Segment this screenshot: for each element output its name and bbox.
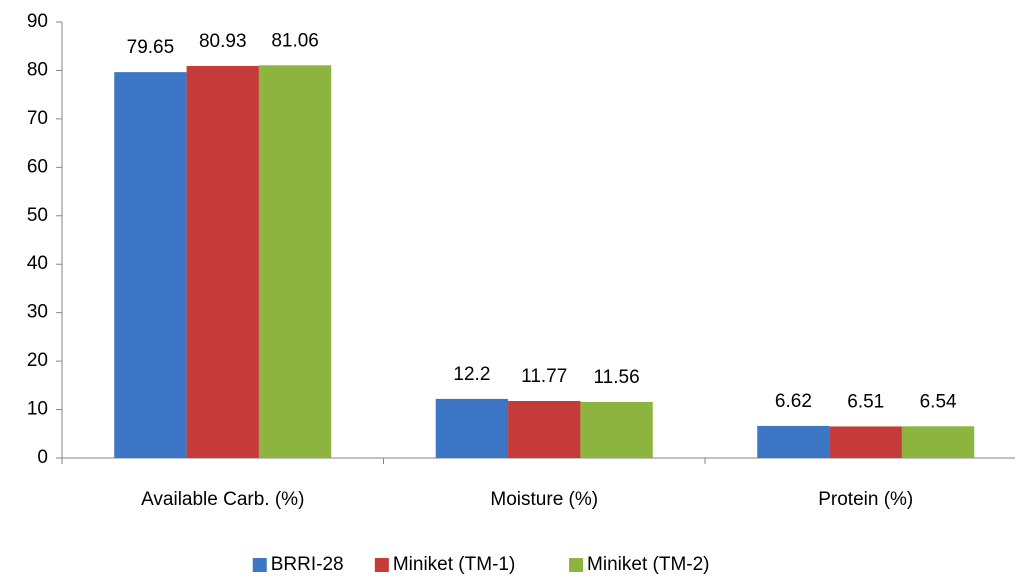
bar xyxy=(829,426,902,458)
bar xyxy=(114,72,187,458)
y-tick-label: 10 xyxy=(27,399,48,420)
value-label: 12.2 xyxy=(453,364,490,385)
bar xyxy=(901,426,975,458)
y-tick-label: 20 xyxy=(27,350,48,371)
y-tick-label: 40 xyxy=(27,253,48,274)
value-label: 81.06 xyxy=(271,30,319,51)
value-label: 6.62 xyxy=(775,391,812,412)
y-tick-label: 30 xyxy=(27,302,48,323)
legend-swatch xyxy=(374,558,389,572)
value-label: 79.65 xyxy=(127,37,175,58)
legend-swatch xyxy=(569,558,584,572)
x-tick-label: Moisture (%) xyxy=(490,489,598,510)
x-tick-label: Protein (%) xyxy=(818,489,913,510)
value-label: 6.51 xyxy=(847,391,884,412)
y-tick-label: 80 xyxy=(27,59,48,80)
value-label: 11.77 xyxy=(521,366,567,387)
legend-label: BRRI-28 xyxy=(271,554,344,575)
y-tick-label: 0 xyxy=(37,447,48,468)
value-label: 80.93 xyxy=(199,31,247,52)
bar xyxy=(258,65,332,459)
legend-label: Miniket (TM-2) xyxy=(587,554,709,575)
value-label: 6.54 xyxy=(920,391,957,412)
bar xyxy=(186,65,259,458)
legend-label: Miniket (TM-1) xyxy=(393,554,515,575)
bar xyxy=(580,401,653,458)
y-tick-label: 70 xyxy=(27,108,48,129)
x-tick-label: Available Carb. (%) xyxy=(141,489,304,510)
y-tick-label: 60 xyxy=(27,156,48,177)
bar xyxy=(508,400,581,458)
bar xyxy=(435,398,509,458)
y-tick-label: 50 xyxy=(27,205,48,226)
bar xyxy=(757,425,830,458)
value-label: 11.56 xyxy=(594,367,640,388)
legend-swatch xyxy=(252,558,267,572)
y-tick-label: 90 xyxy=(27,11,48,32)
